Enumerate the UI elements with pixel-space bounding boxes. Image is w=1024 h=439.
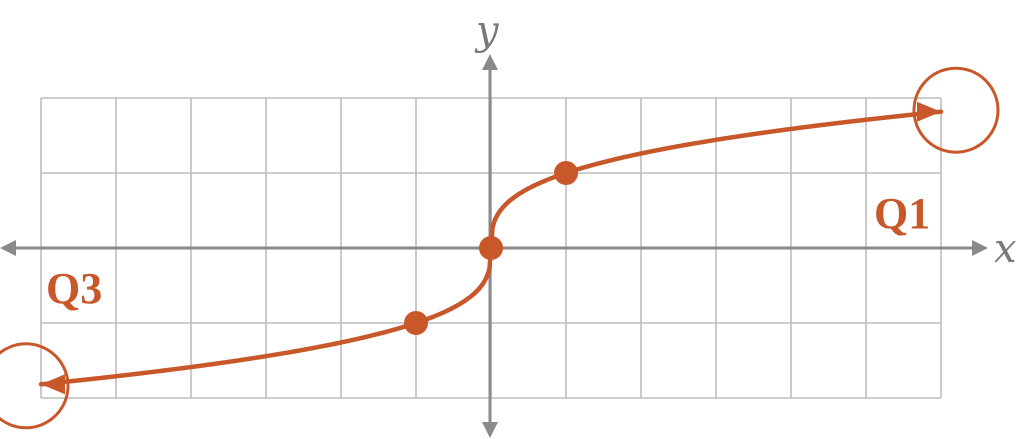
x-axis-left-arrowhead [0, 240, 16, 256]
quadrant-label-q3: Q3 [46, 264, 102, 313]
y-axis-bottom-arrowhead [482, 422, 498, 438]
plotted-point [404, 311, 428, 335]
curve-group [0, 66, 1000, 430]
x-axis-label: x [994, 226, 1017, 272]
end-behavior-ring-left [0, 342, 70, 430]
plotted-point [479, 236, 503, 260]
curve-right-arrowhead [917, 101, 941, 122]
x-axis-right-arrowhead [972, 240, 988, 256]
plotted-point [554, 161, 578, 185]
y-axis-top-arrowhead [482, 54, 498, 70]
end-behavior-ring-right [912, 66, 1000, 154]
quadrant-label-q1: Q1 [874, 189, 930, 238]
y-axis-label: y [474, 8, 500, 54]
curve-left-arrowhead [41, 374, 65, 395]
